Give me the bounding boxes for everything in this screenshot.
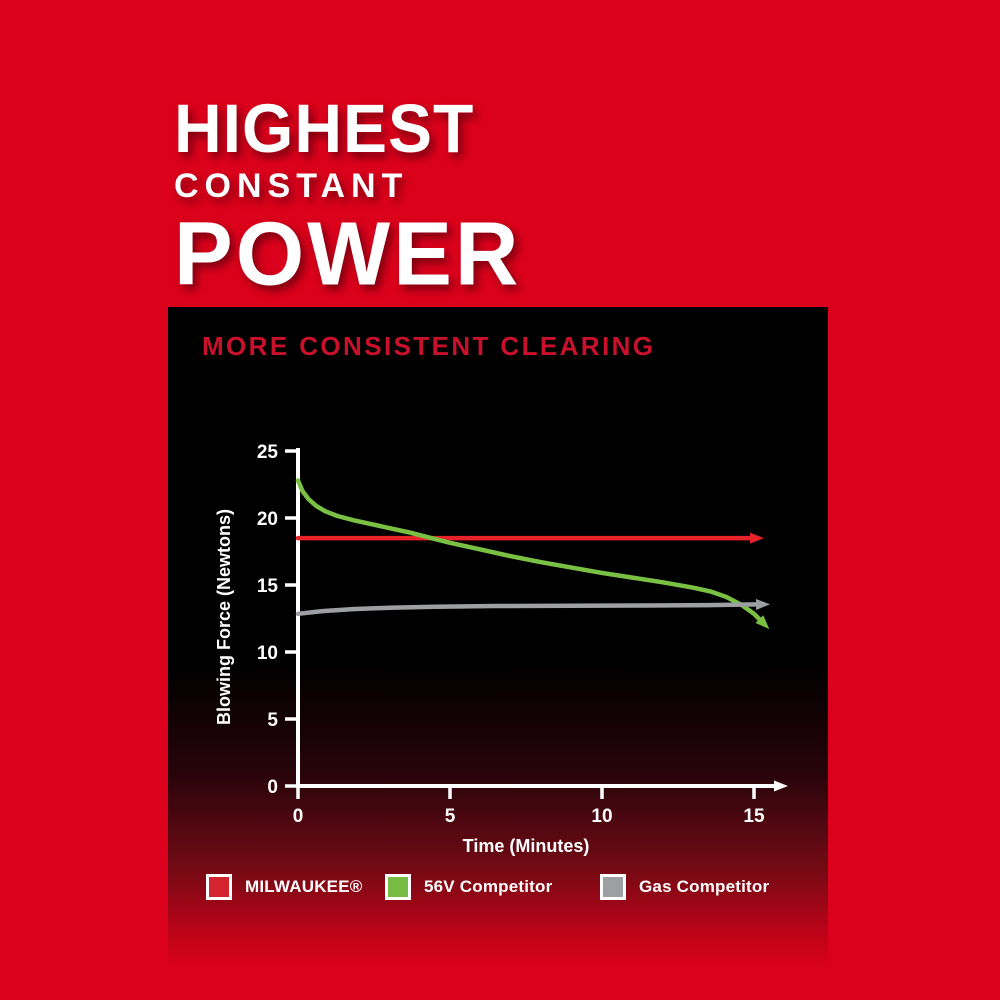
legend-label: 56V Competitor [424, 877, 553, 896]
legend-item-56v-competitor: 56V Competitor [385, 873, 552, 901]
svg-text:Blowing Force (Newtons): Blowing Force (Newtons) [214, 509, 234, 725]
svg-text:5: 5 [267, 710, 278, 731]
svg-text:20: 20 [257, 509, 278, 530]
legend-label: Gas Competitor [639, 877, 770, 896]
legend-color-swatch-red [206, 874, 232, 900]
svg-text:Time (Minutes): Time (Minutes) [463, 836, 590, 856]
svg-text:15: 15 [257, 576, 279, 597]
svg-text:25: 25 [257, 442, 279, 463]
headline-line-2: CONSTANT [174, 167, 409, 205]
legend-label: MILWAUKEE® [245, 877, 363, 896]
line-chart: 0 5 10 15 20 25 0 5 10 15 Time (Minutes) Blowing Fo… [214, 442, 788, 856]
svg-text:5: 5 [445, 806, 456, 827]
chart-panel: MORE CONSISTENT CLEARING 0 5 10 15 20 25 0 5 10 1… [168, 307, 828, 970]
svg-text:10: 10 [257, 643, 278, 664]
chart-title: MORE CONSISTENT CLEARING [202, 331, 656, 361]
chart-legend: MILWAUKEE® 56V Competitor Gas Competitor [168, 873, 828, 907]
headline-line-3: POWER [174, 202, 522, 304]
headline-line-1: HIGHEST [174, 89, 475, 167]
svg-text:0: 0 [267, 777, 278, 798]
svg-text:15: 15 [743, 806, 765, 827]
headline: HIGHEST CONSTANT POWER [174, 89, 522, 304]
legend-color-swatch-gray [600, 874, 626, 900]
svg-text:0: 0 [293, 806, 304, 827]
svg-text:10: 10 [591, 806, 612, 827]
legend-item-milwaukee: MILWAUKEE® [206, 873, 362, 901]
legend-color-swatch-green [385, 874, 411, 900]
legend-item-gas-competitor: Gas Competitor [600, 873, 769, 901]
